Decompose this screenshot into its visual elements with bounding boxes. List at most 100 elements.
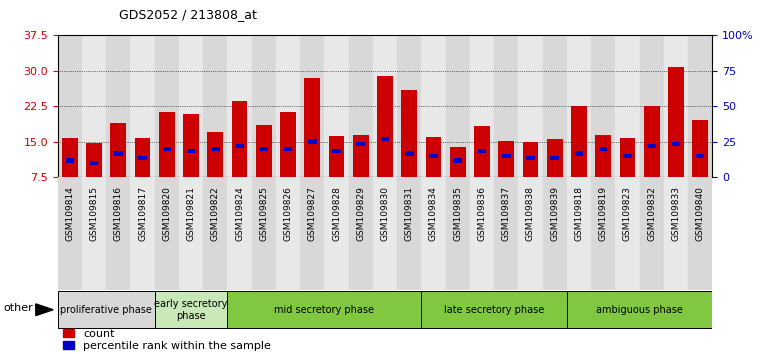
Text: GSM109836: GSM109836 <box>477 186 487 241</box>
Bar <box>349 35 373 177</box>
Bar <box>300 35 324 177</box>
Text: GSM109822: GSM109822 <box>211 186 219 241</box>
Bar <box>474 126 490 177</box>
Text: GSM109814: GSM109814 <box>65 186 75 241</box>
Text: GSM109838: GSM109838 <box>526 186 535 241</box>
Bar <box>324 177 349 290</box>
Bar <box>252 177 276 290</box>
Bar <box>155 177 179 290</box>
Bar <box>227 35 252 177</box>
Bar <box>648 144 656 148</box>
Text: GSM109827: GSM109827 <box>308 186 316 241</box>
Bar <box>526 156 535 160</box>
Text: GSM109835: GSM109835 <box>454 186 462 241</box>
Bar <box>615 35 640 177</box>
Bar <box>591 35 615 177</box>
Bar <box>446 35 470 177</box>
Bar <box>401 90 417 177</box>
Bar <box>203 177 227 290</box>
Bar <box>567 177 591 290</box>
Bar <box>235 144 244 148</box>
Text: GSM109819: GSM109819 <box>598 186 608 241</box>
Bar <box>139 156 147 160</box>
Bar <box>429 154 438 158</box>
Bar <box>324 35 349 177</box>
Text: GSM109833: GSM109833 <box>671 186 681 241</box>
Polygon shape <box>35 304 53 316</box>
Bar <box>183 114 199 177</box>
Text: GSM109829: GSM109829 <box>357 186 365 241</box>
Bar <box>227 177 252 290</box>
Bar <box>135 138 150 177</box>
FancyBboxPatch shape <box>567 291 712 329</box>
Bar <box>640 177 664 290</box>
Bar <box>304 78 320 177</box>
Bar <box>276 35 300 177</box>
Bar <box>252 35 276 177</box>
Bar <box>349 177 373 290</box>
Bar <box>159 112 175 177</box>
Text: GSM109834: GSM109834 <box>429 186 438 241</box>
Bar <box>518 177 543 290</box>
FancyBboxPatch shape <box>421 291 567 329</box>
Bar <box>543 177 567 290</box>
Bar <box>308 139 316 144</box>
Text: GSM109826: GSM109826 <box>283 186 293 241</box>
Bar <box>357 142 365 146</box>
Bar <box>446 177 470 290</box>
Bar <box>329 136 344 177</box>
Bar <box>162 147 171 151</box>
Text: ambiguous phase: ambiguous phase <box>596 305 683 315</box>
Bar <box>397 35 421 177</box>
Legend: count, percentile rank within the sample: count, percentile rank within the sample <box>63 329 271 351</box>
Text: proliferative phase: proliferative phase <box>60 305 152 315</box>
Bar <box>664 177 688 290</box>
Bar <box>591 177 615 290</box>
Bar <box>62 138 78 177</box>
Bar <box>620 138 635 177</box>
Bar <box>280 112 296 177</box>
Bar <box>571 106 587 177</box>
Bar <box>179 35 203 177</box>
Bar <box>86 143 102 177</box>
Text: GSM109840: GSM109840 <box>695 186 705 241</box>
Text: GSM109824: GSM109824 <box>235 186 244 241</box>
Bar <box>283 147 293 151</box>
Bar <box>373 177 397 290</box>
Bar <box>106 35 130 177</box>
Bar <box>58 177 82 290</box>
Bar <box>454 158 462 162</box>
Bar <box>259 147 268 151</box>
Bar <box>696 154 705 158</box>
Bar <box>551 156 559 160</box>
Bar <box>518 35 543 177</box>
Bar <box>332 149 341 153</box>
Text: early secretory
phase: early secretory phase <box>155 299 228 321</box>
Bar <box>373 35 397 177</box>
Bar <box>494 177 518 290</box>
Bar <box>470 35 494 177</box>
Bar <box>187 149 196 153</box>
Bar <box>543 35 567 177</box>
Bar <box>130 35 155 177</box>
Bar <box>397 177 421 290</box>
Bar <box>567 35 591 177</box>
Bar <box>668 67 684 177</box>
Bar <box>114 151 122 155</box>
Text: GSM109816: GSM109816 <box>114 186 123 241</box>
FancyBboxPatch shape <box>227 291 421 329</box>
Bar <box>90 161 99 165</box>
Bar <box>203 35 227 177</box>
Bar <box>405 151 413 155</box>
Text: GSM109823: GSM109823 <box>623 186 632 241</box>
Bar <box>179 177 203 290</box>
Bar <box>211 147 219 151</box>
Text: GSM109815: GSM109815 <box>89 186 99 241</box>
Bar <box>547 139 563 177</box>
Bar <box>498 141 514 177</box>
Text: GSM109825: GSM109825 <box>259 186 268 241</box>
Text: GSM109818: GSM109818 <box>574 186 584 241</box>
Bar <box>232 102 247 177</box>
Bar <box>82 177 106 290</box>
Text: late secretory phase: late secretory phase <box>444 305 544 315</box>
